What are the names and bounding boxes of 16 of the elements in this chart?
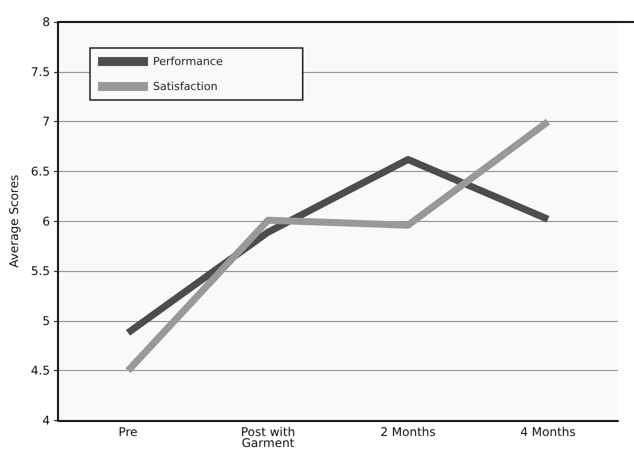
x-tick-label: Post with Garment [240,425,296,449]
y-axis-title: Average Scores [7,174,22,268]
x-tick-label: 2 Months [380,425,436,439]
y-tick-label: 8 [42,15,50,29]
y-tick-label: 7 [42,114,50,129]
legend-label: Satisfaction [153,80,218,93]
y-tick-label: 5 [42,314,50,328]
y-tick-label: 6.5 [30,164,50,178]
legend-label: Performance [153,55,223,68]
y-tick-label: 5.5 [30,264,50,278]
x-tick-label: 4 Months [520,425,576,439]
y-tick-label: 4 [42,414,50,428]
x-tick-label: Pre [118,425,138,439]
y-tick-label: 4.5 [30,364,50,378]
y-tick-label: 6 [42,214,50,228]
y-tick-label: 7.5 [30,64,50,79]
